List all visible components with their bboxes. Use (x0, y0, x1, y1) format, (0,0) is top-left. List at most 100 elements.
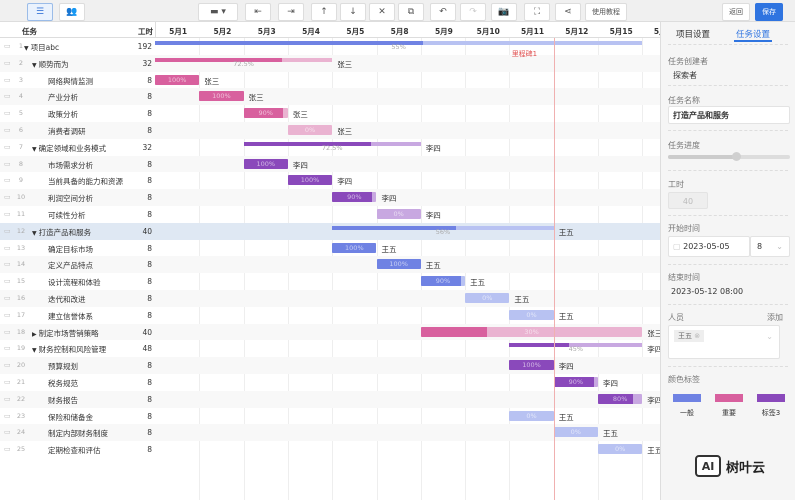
task-row[interactable]: ▭ 6 消费者调研 8 0% 张三 (0, 122, 660, 139)
caret-down-icon[interactable]: ▼ (24, 45, 29, 52)
drag-handle-icon[interactable]: ▭ (4, 109, 11, 118)
task-name[interactable]: 当前具备的能力和资源 (48, 176, 123, 187)
task-name[interactable]: 税务规范 (48, 378, 78, 389)
drag-handle-icon[interactable]: ▭ (4, 176, 11, 185)
summary-bar[interactable]: 45% (509, 343, 643, 353)
task-bar[interactable]: 80% (598, 393, 643, 404)
task-bar[interactable]: 90% (553, 377, 598, 387)
drag-handle-icon[interactable]: ▭ (4, 142, 11, 151)
summary-bar[interactable]: 72.5% (155, 57, 333, 68)
task-bar[interactable]: 0% (376, 209, 421, 219)
task-bar[interactable]: 100% (155, 74, 200, 85)
task-row[interactable]: ▭ 9 当前具备的能力和资源 8 100% 李四 (0, 172, 660, 189)
task-row[interactable]: ▭ 16 迭代和改进 8 0% 王五 (0, 290, 660, 307)
task-name[interactable]: ▼ 顺势而为 (32, 59, 69, 70)
task-name[interactable]: 网络舆情监测 (48, 76, 93, 87)
summary-bar[interactable]: 56% (332, 225, 554, 236)
task-bar[interactable]: 100% (332, 242, 377, 253)
drag-handle-icon[interactable]: ▭ (4, 210, 11, 218)
zoom-level-dropdown[interactable]: ▬ ▾ (198, 3, 238, 21)
color-tag-swatch[interactable] (715, 394, 743, 402)
redo-button[interactable]: ↷ (460, 3, 486, 21)
drag-handle-icon[interactable]: ▭ (4, 226, 11, 235)
drag-handle-icon[interactable]: ▭ (4, 75, 11, 84)
hours-input[interactable]: 40 (668, 192, 708, 209)
task-row[interactable]: ▭ 21 税务规范 8 90% 李四 (0, 374, 660, 391)
drag-handle-icon[interactable]: ▭ (4, 58, 11, 67)
task-bar[interactable]: 90% (420, 276, 466, 287)
task-name[interactable]: 消费者调研 (48, 126, 86, 137)
back-button[interactable]: 返回 (722, 3, 750, 21)
task-row[interactable]: ▭ 19 ▼ 财务控制和风险管理 48 45% 李四 (0, 340, 660, 357)
task-name[interactable]: 迭代和改进 (48, 294, 86, 305)
drag-handle-icon[interactable]: ▭ (4, 327, 11, 336)
task-row[interactable]: ▭ 17 建立信誉体系 8 0% 王五 (0, 307, 660, 324)
drag-handle-icon[interactable]: ▭ (4, 361, 11, 370)
task-name[interactable]: 利润空间分析 (48, 193, 93, 204)
task-bar[interactable]: 100% (243, 158, 288, 169)
caret-down-icon[interactable]: ▼ (32, 145, 37, 153)
task-name[interactable]: 确定目标市场 (48, 244, 93, 255)
task-name[interactable]: ▼ 项目abc (24, 42, 59, 53)
screenshot-button[interactable]: 📷 (491, 3, 517, 21)
share-button[interactable]: ⋖ (555, 3, 581, 21)
save-button[interactable]: 保存 (755, 3, 783, 21)
task-row[interactable]: ▭ 5 政策分析 8 90% 张三 (0, 105, 660, 122)
task-name[interactable]: ▼ 打造产品和服务 (32, 227, 91, 238)
task-bar[interactable]: 90% (332, 192, 377, 203)
task-row[interactable]: ▭ 18 ▶ 制定市场营销策略 40 30% 张三 (0, 323, 660, 341)
drag-handle-icon[interactable]: ▭ (4, 42, 11, 50)
task-row[interactable]: ▭ 22 财务报告 8 80% 李四 (0, 390, 660, 408)
drag-handle-icon[interactable]: ▭ (4, 394, 11, 403)
task-name[interactable]: 预算规划 (48, 361, 78, 372)
drag-handle-icon[interactable]: ▭ (4, 411, 11, 420)
list-view-button[interactable]: ☰ (27, 3, 53, 21)
task-name[interactable]: 定期检查和评估 (48, 445, 101, 456)
caret-down-icon[interactable]: ▼ (32, 347, 37, 355)
task-bar[interactable]: 0% (509, 309, 554, 320)
task-name[interactable]: ▼ 确定领域和业务模式 (32, 143, 106, 154)
task-bar[interactable]: 0% (598, 444, 643, 455)
task-name-input[interactable]: 打造产品和服务 (668, 106, 790, 124)
drag-handle-icon[interactable]: ▭ (4, 243, 11, 252)
task-name[interactable]: 保险和储备金 (48, 412, 93, 423)
task-bar[interactable]: 90% (243, 108, 288, 119)
copy-button[interactable]: ⧉ (398, 3, 424, 21)
drag-handle-icon[interactable]: ▭ (4, 126, 11, 134)
task-name[interactable]: 产业分析 (48, 92, 78, 103)
task-row[interactable]: ▭ 1 ▼ 项目abc 192 55% (0, 38, 660, 55)
add-person-link[interactable]: 添加 (767, 313, 783, 322)
drag-handle-icon[interactable]: ▭ (4, 193, 11, 202)
color-tag-swatch[interactable] (673, 394, 701, 402)
progress-slider[interactable] (668, 152, 790, 161)
move-down-button[interactable]: ↓ (340, 3, 366, 21)
task-row[interactable]: ▭ 20 预算规划 8 100% 李四 (0, 357, 660, 374)
task-bar[interactable]: 100% (376, 259, 421, 270)
task-row[interactable]: ▭ 15 设计流程和体验 8 90% 王五 (0, 273, 660, 290)
outdent-button[interactable]: ⇤ (245, 3, 271, 21)
task-name[interactable]: 设计流程和体验 (48, 277, 101, 288)
task-bar[interactable]: 100% (509, 360, 554, 371)
fullscreen-button[interactable]: ⛶ (524, 3, 550, 21)
task-bar[interactable]: 30% (420, 326, 643, 337)
drag-handle-icon[interactable]: ▭ (4, 445, 11, 454)
task-bar[interactable]: 100% (287, 175, 333, 186)
caret-right-icon[interactable]: ▶ (32, 330, 37, 338)
progress-slider-handle[interactable] (732, 152, 742, 161)
summary-bar[interactable]: 72.5% (243, 141, 421, 152)
delete-button[interactable]: ✕ (369, 3, 395, 21)
task-row[interactable]: ▭ 24 制定内部财务制度 8 0% 王五 (0, 424, 660, 442)
drag-handle-icon[interactable]: ▭ (4, 92, 11, 101)
task-name[interactable]: 市场需求分析 (48, 160, 93, 171)
task-row[interactable]: ▭ 3 网络舆情监测 8 100% 张三 (0, 72, 660, 89)
drag-handle-icon[interactable]: ▭ (4, 428, 11, 437)
task-bar[interactable]: 0% (509, 410, 554, 421)
drag-handle-icon[interactable]: ▭ (4, 294, 11, 302)
tab-task-settings[interactable]: 任务设置 (736, 30, 771, 40)
task-bar[interactable]: 100% (199, 91, 244, 102)
task-row[interactable]: ▭ 13 确定目标市场 8 100% 王五 (0, 240, 660, 257)
task-row[interactable]: ▭ 8 市场需求分析 8 100% 李四 (0, 155, 660, 173)
task-name[interactable]: ▶ 制定市场营销策略 (32, 328, 99, 339)
undo-button[interactable]: ↶ (430, 3, 456, 21)
start-hour-select[interactable]: 8 ⌄ (750, 236, 790, 257)
